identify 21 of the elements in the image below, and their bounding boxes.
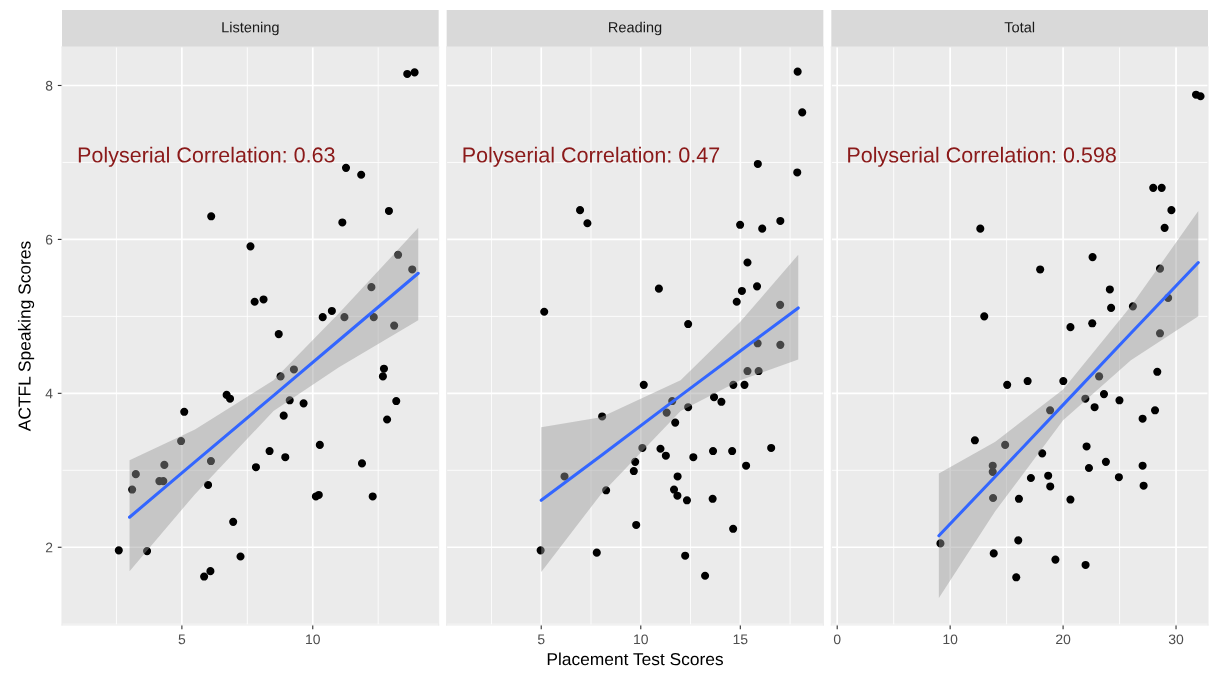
- x-tick-label: 10: [634, 634, 648, 645]
- x-tick-label: 20: [1056, 634, 1071, 645]
- x-tick-label: 0: [833, 634, 841, 645]
- y-tick-label: 6: [45, 234, 53, 245]
- y-tick-label: 8: [45, 80, 53, 91]
- x-tick-label: 10: [943, 634, 958, 645]
- x-tick-label: 30: [1168, 634, 1184, 645]
- chart-title: Total: [1004, 21, 1035, 33]
- annotation: Polyserial Correlation: 0.598: [848, 146, 1116, 167]
- y-tick-label: 2: [45, 542, 53, 553]
- chart-title: Reading: [609, 21, 662, 36]
- x-tick-label: 5: [178, 634, 186, 645]
- chart-title: Listening: [222, 21, 279, 36]
- x-tick-label: 15: [733, 634, 748, 645]
- x-tick-label: 5: [537, 634, 545, 645]
- y-tick-label: 4: [45, 388, 53, 399]
- x-tick-label: 10: [306, 634, 320, 645]
- y-axis-title: ACTFL Speaking Scores: [17, 241, 35, 432]
- annotation: Polyserial Correlation: 0.47: [463, 146, 720, 167]
- annotation: Polyserial Correlation: 0.63: [78, 146, 335, 167]
- x-axis-title: Placement Test Scores: [547, 652, 723, 666]
